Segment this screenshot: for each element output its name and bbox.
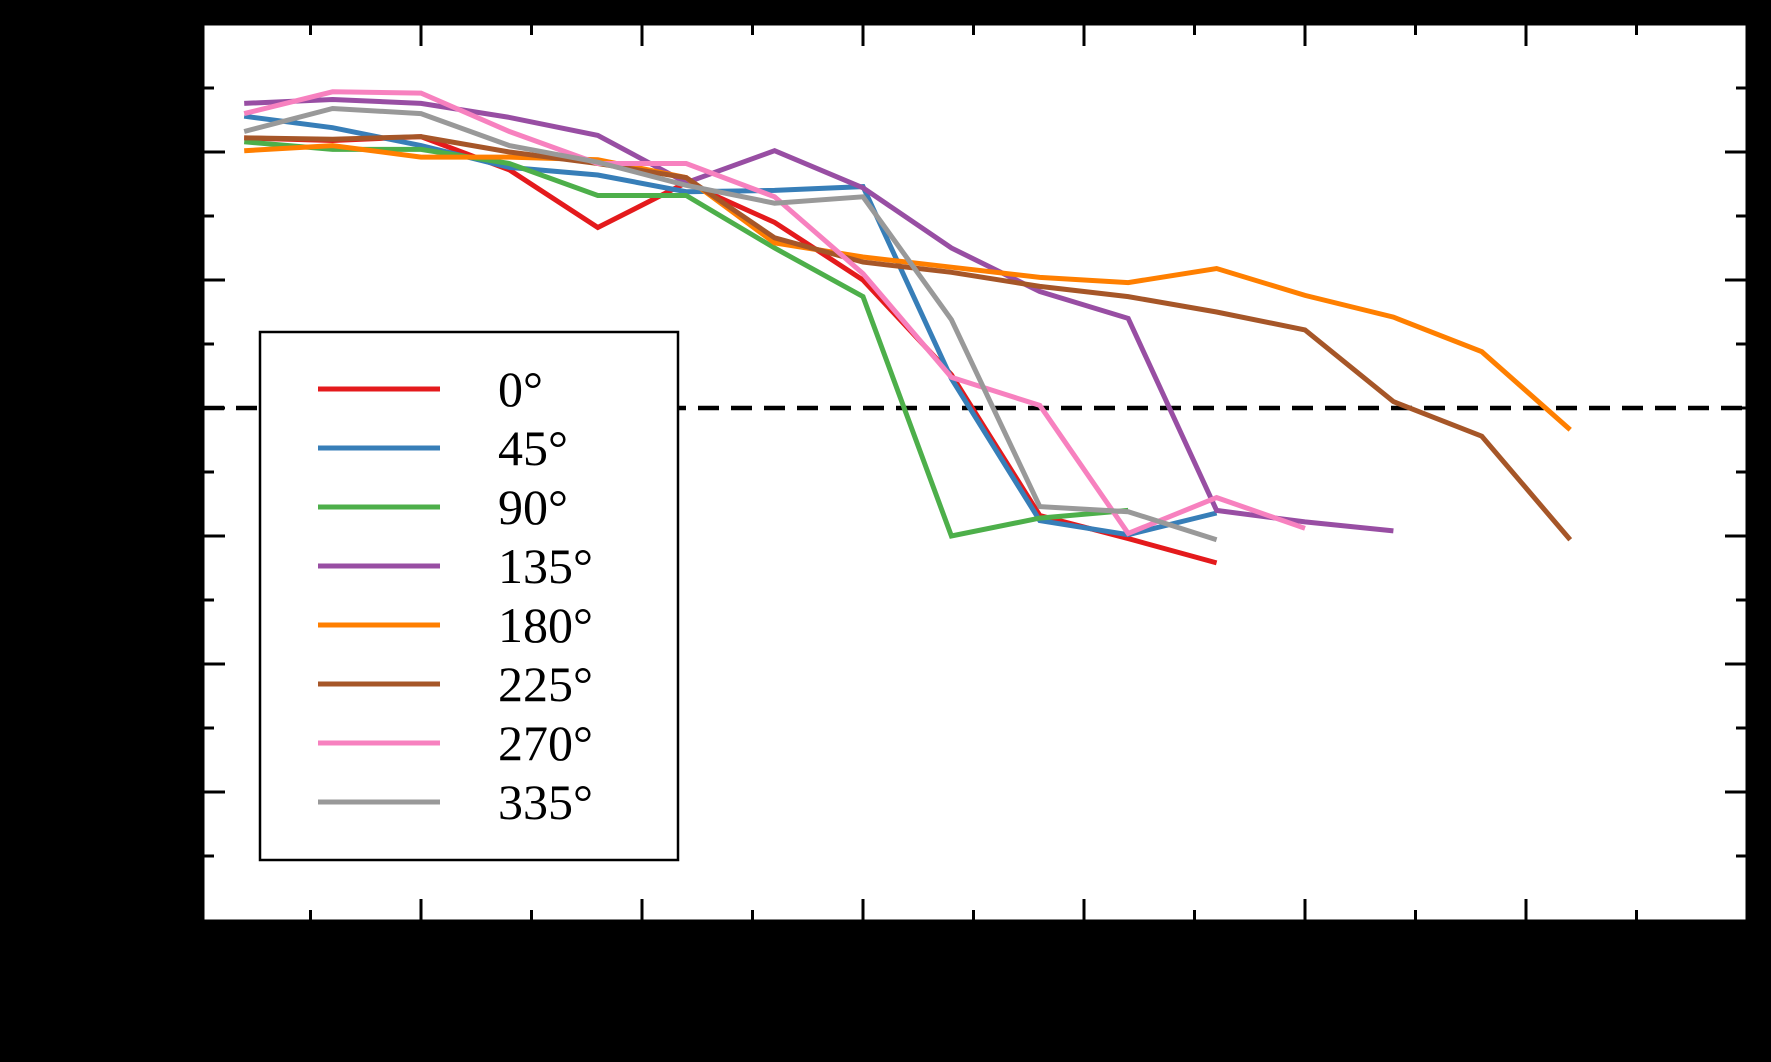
legend-item-180deg: 180° bbox=[318, 597, 593, 653]
legend-item-225deg: 225° bbox=[318, 656, 593, 712]
series-line-270deg bbox=[243, 89, 1306, 537]
axis-ticks bbox=[203, 24, 1747, 921]
legend: 0°45°90°135°180°225°270°335° bbox=[258, 330, 680, 862]
series-line-135deg bbox=[244, 96, 1394, 534]
legend-label: 90° bbox=[498, 479, 568, 535]
legend-item-45deg: 45° bbox=[318, 420, 568, 476]
legend-item-135deg: 135° bbox=[318, 538, 593, 594]
series-line-90deg bbox=[243, 139, 1129, 539]
series-lines bbox=[243, 89, 1573, 566]
legend-label: 225° bbox=[498, 656, 593, 712]
legend-item-335deg: 335° bbox=[318, 774, 593, 830]
legend-label: 0° bbox=[498, 361, 543, 417]
legend-label: 270° bbox=[498, 715, 593, 771]
series-line-45deg bbox=[243, 113, 1218, 538]
legend-item-90deg: 90° bbox=[318, 479, 568, 535]
series-line-225deg bbox=[244, 134, 1573, 542]
legend-item-270deg: 270° bbox=[318, 715, 593, 771]
legend-box bbox=[258, 330, 680, 862]
legend-item-0deg: 0° bbox=[318, 361, 543, 417]
legend-label: 180° bbox=[498, 597, 593, 653]
legend-label: 45° bbox=[498, 420, 568, 476]
series-line-335deg bbox=[243, 105, 1218, 543]
legend-label: 135° bbox=[498, 538, 593, 594]
legend-label: 335° bbox=[498, 774, 593, 830]
